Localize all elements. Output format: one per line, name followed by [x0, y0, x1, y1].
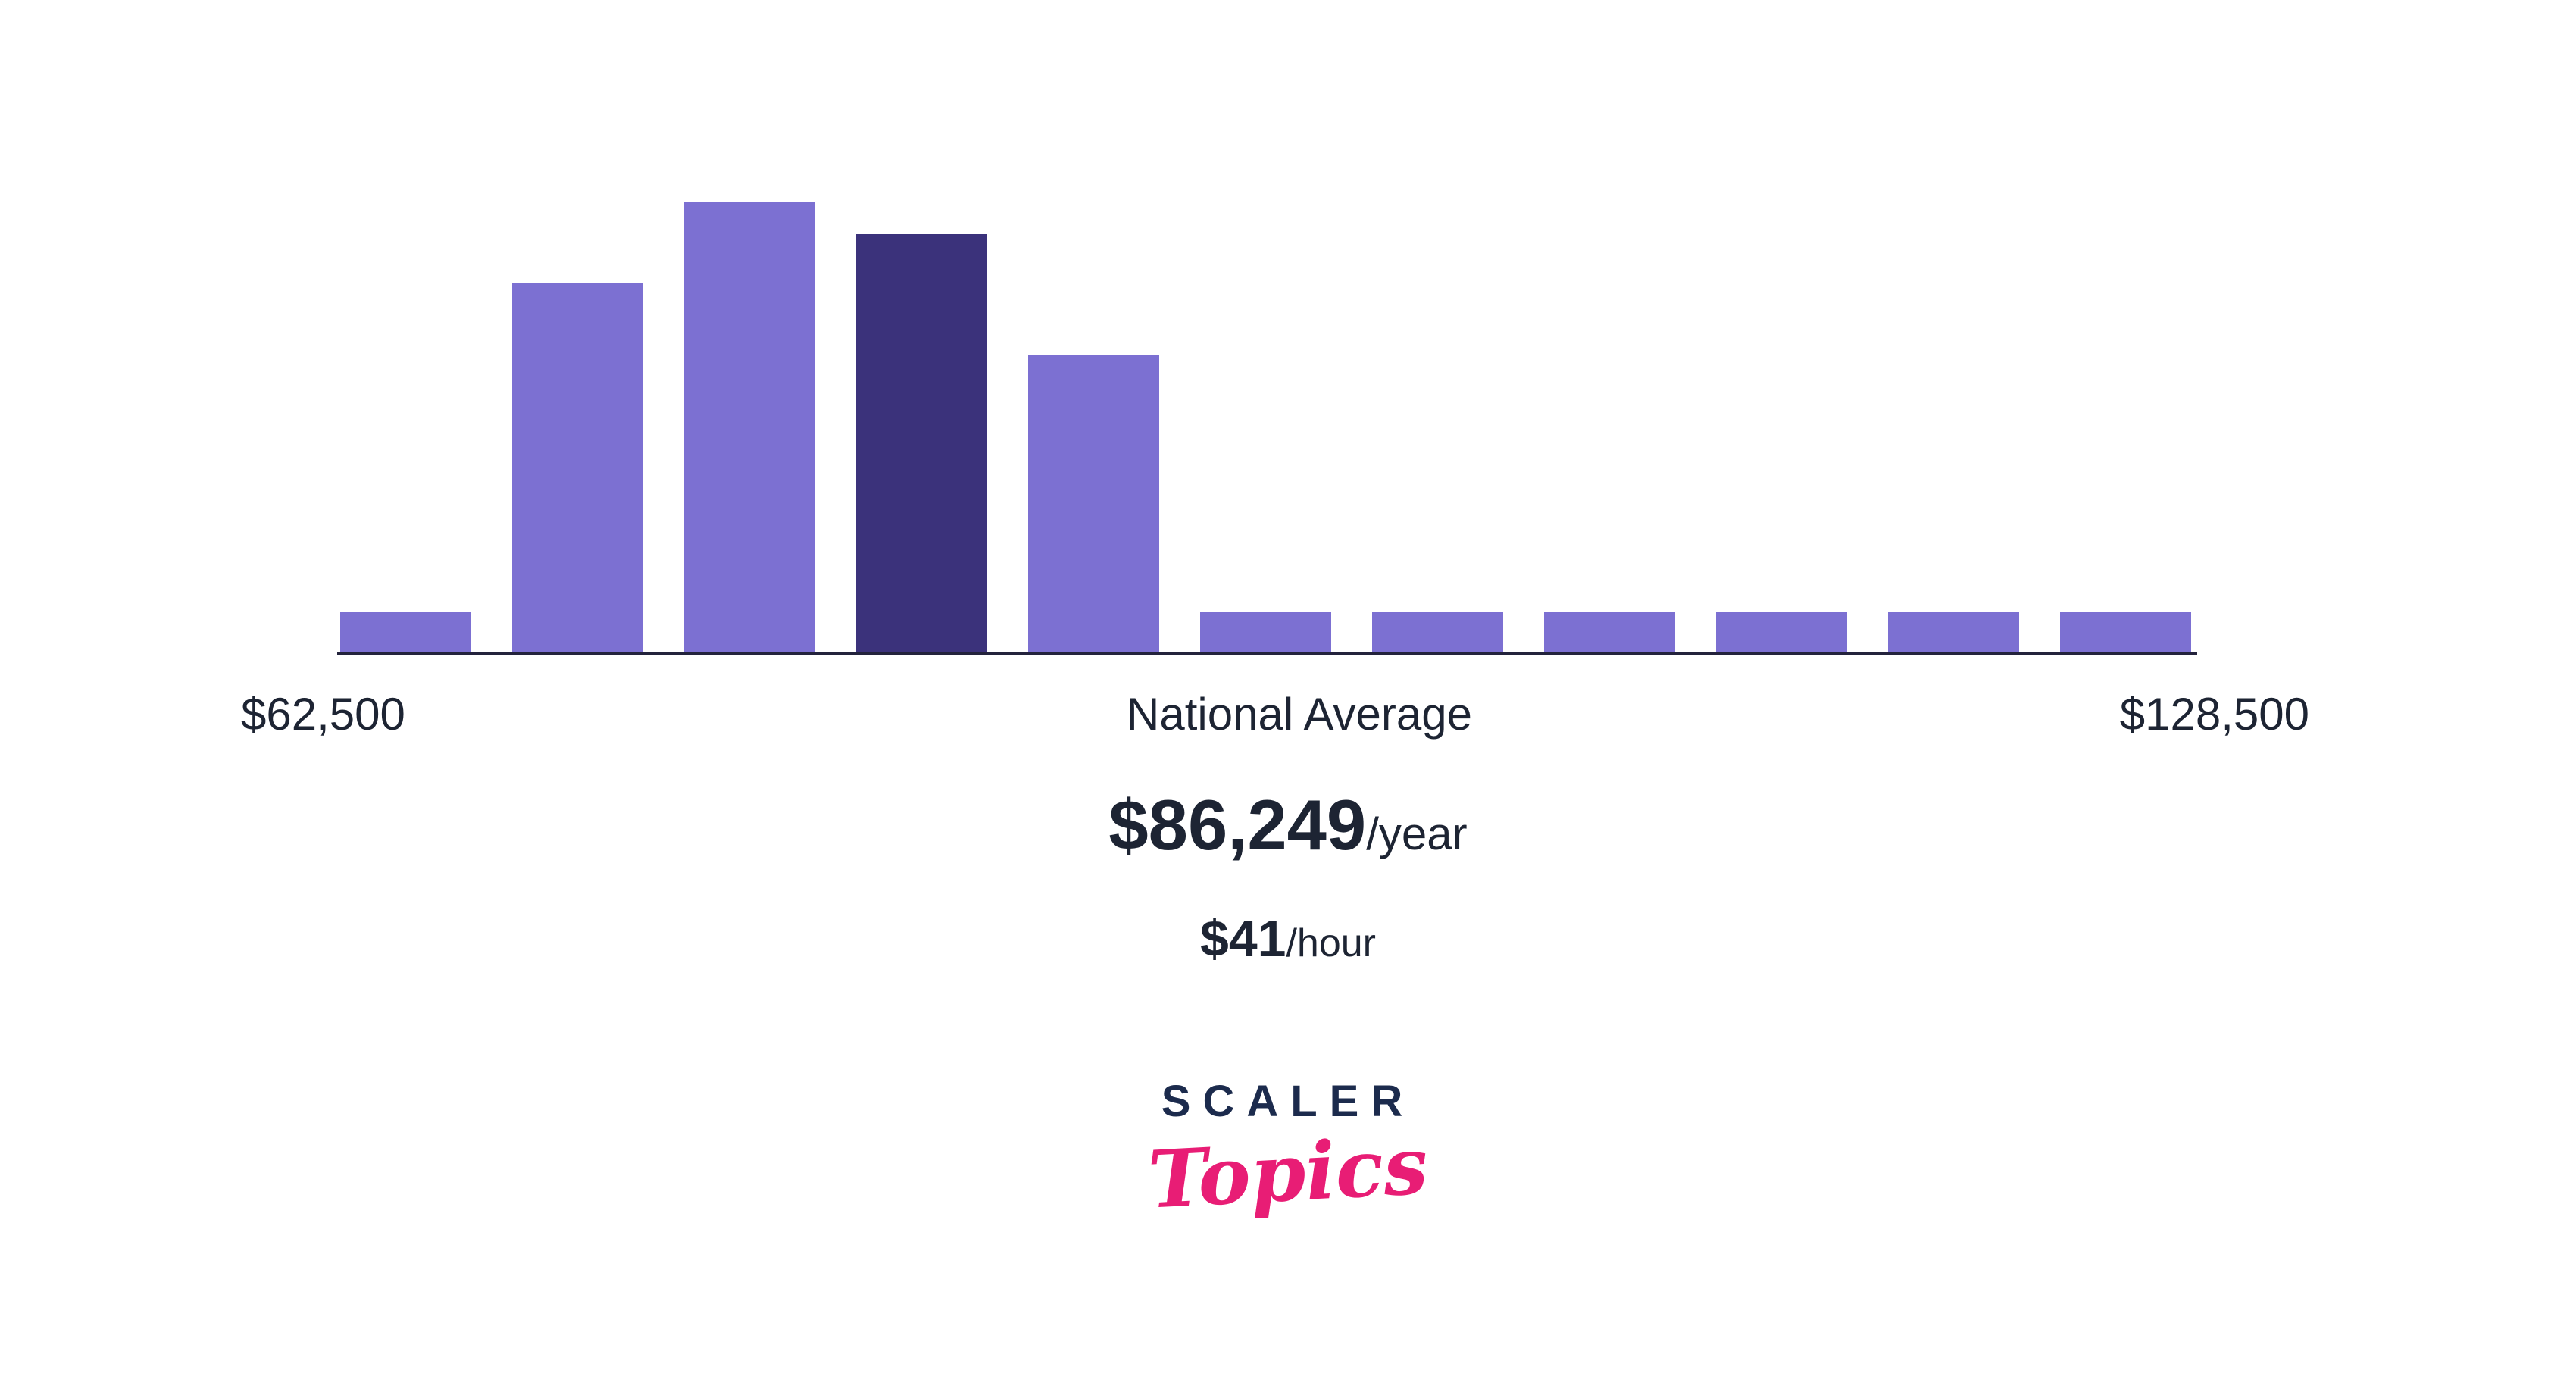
histogram-bar [1544, 612, 1675, 652]
logo-topics-text: Topics [1146, 1118, 1430, 1227]
scaler-topics-logo: SCALER Topics [1146, 1076, 1430, 1227]
salary-histogram [340, 198, 2191, 652]
histogram-bar [1028, 355, 1159, 652]
hourly-salary-unit: /hour [1286, 921, 1376, 965]
x-axis-line [337, 652, 2197, 655]
logo-scaler-text: SCALER [1161, 1077, 1415, 1126]
hourly-salary-amount: $41 [1200, 910, 1286, 968]
histogram-bar [1888, 612, 2019, 652]
axis-min-label: $62,500 [241, 689, 405, 740]
histogram-bar [340, 612, 471, 652]
histogram-bar [684, 202, 815, 652]
histogram-bar-highlighted [856, 234, 987, 652]
histogram-bar [1716, 612, 1847, 652]
axis-max-label: $128,500 [2119, 689, 2309, 740]
histogram-bar [2060, 612, 2191, 652]
histogram-bar [1200, 612, 1331, 652]
yearly-salary: $86,249/year [1108, 784, 1467, 866]
axis-center-label: National Average [1127, 689, 1472, 740]
hourly-salary: $41/hour [1200, 909, 1376, 968]
yearly-salary-unit: /year [1366, 808, 1468, 859]
yearly-salary-amount: $86,249 [1108, 785, 1367, 865]
histogram-bar [1372, 612, 1503, 652]
histogram-bar [512, 283, 643, 652]
